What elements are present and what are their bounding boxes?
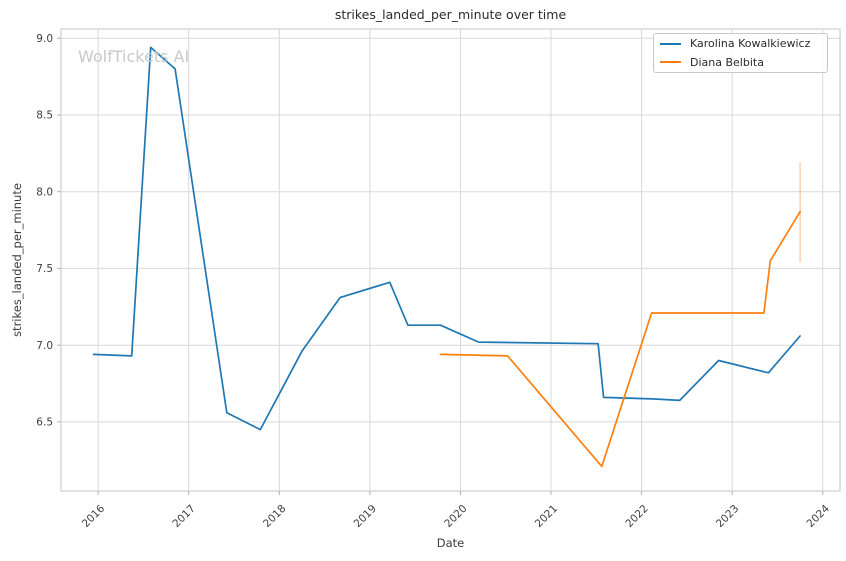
legend: Karolina Kowalkiewicz Diana Belbita	[653, 33, 828, 73]
svg-text:2023: 2023	[714, 503, 741, 530]
svg-text:8.5: 8.5	[36, 110, 53, 122]
svg-text:7.0: 7.0	[36, 340, 53, 352]
svg-text:7.5: 7.5	[36, 263, 53, 275]
chart-title: strikes_landed_per_minute over time	[334, 7, 567, 22]
svg-text:2020: 2020	[442, 503, 469, 530]
svg-text:2024: 2024	[805, 502, 833, 530]
svg-text:2019: 2019	[352, 503, 379, 530]
legend-label: Diana Belbita	[690, 55, 764, 69]
legend-line-orange-icon	[660, 61, 681, 64]
svg-text:2022: 2022	[623, 503, 650, 530]
svg-text:8.0: 8.0	[36, 186, 53, 198]
legend-line-blue-icon	[660, 42, 681, 45]
svg-text:2017: 2017	[170, 503, 197, 530]
svg-text:2016: 2016	[80, 502, 108, 530]
y-axis-label: strikes_landed_per_minute	[10, 183, 24, 337]
svg-text:9.0: 9.0	[36, 33, 53, 45]
watermark: WolfTickets AI	[78, 47, 190, 66]
svg-text:6.5: 6.5	[36, 417, 53, 429]
legend-entry-karolina: Karolina Kowalkiewicz	[660, 36, 821, 52]
x-axis-label: Date	[436, 536, 465, 550]
legend-entry-diana: Diana Belbita	[660, 55, 821, 71]
svg-text:2018: 2018	[261, 503, 288, 530]
legend-label: Karolina Kowalkiewicz	[690, 37, 811, 51]
svg-text:2021: 2021	[533, 503, 560, 530]
